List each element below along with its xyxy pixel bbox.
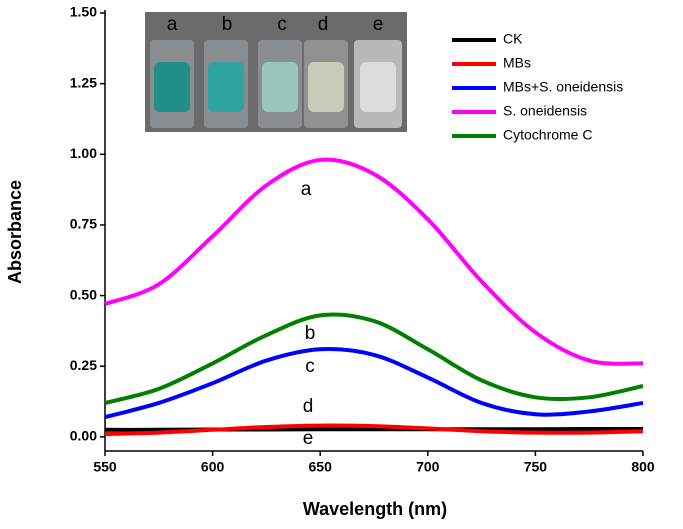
y-tick-label: 1.25 (70, 74, 97, 90)
annotation: e (303, 428, 314, 449)
inset-photo (145, 12, 407, 132)
series-line (104, 312, 644, 405)
y-tick-label: 0.75 (70, 216, 97, 232)
inset-label: d (318, 14, 329, 35)
series-line (104, 157, 644, 366)
legend-label: S. oneidensis (503, 103, 587, 119)
legend-label: MBs (503, 55, 531, 71)
x-tick-label: 800 (631, 459, 655, 475)
x-tick-label: 750 (524, 459, 548, 475)
inset-label: b (222, 14, 233, 35)
inset-label: a (167, 14, 178, 35)
legend-label: Cytochrome C (503, 127, 592, 143)
x-tick-label: 550 (93, 459, 117, 475)
series-line (104, 347, 644, 420)
series-line (104, 423, 644, 437)
inset-label: c (277, 14, 287, 35)
y-tick-label: 0.25 (70, 357, 97, 373)
annotation: d (303, 396, 314, 417)
y-tick-label: 1.50 (70, 4, 97, 20)
y-axis-label: Absorbance (5, 180, 25, 284)
y-tick-label: 0.00 (70, 428, 97, 444)
inset-label: e (373, 14, 384, 35)
y-tick-label: 0.50 (70, 286, 97, 302)
x-tick-label: 600 (201, 459, 225, 475)
annotation: b (305, 323, 316, 344)
x-tick-label: 700 (416, 459, 440, 475)
y-tick-label: 1.00 (70, 145, 97, 161)
annotation: c (305, 356, 315, 377)
legend-label: MBs+S. oneidensis (503, 79, 623, 95)
x-axis-label: Wavelength (nm) (303, 499, 447, 519)
legend-label: CK (503, 31, 523, 47)
x-tick-label: 650 (309, 459, 333, 475)
annotation: a (301, 179, 312, 200)
